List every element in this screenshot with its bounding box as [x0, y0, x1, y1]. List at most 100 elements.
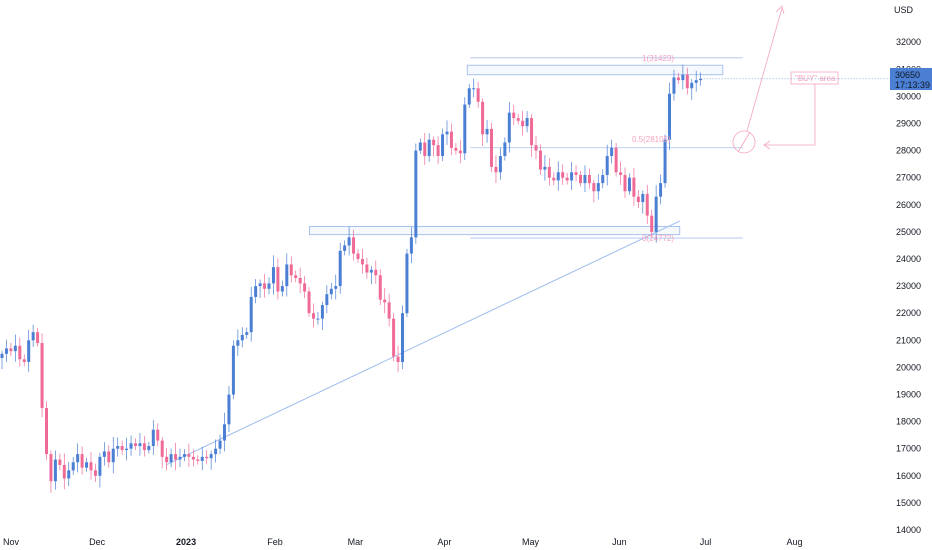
candle-body	[432, 139, 436, 146]
candle-body	[512, 112, 516, 119]
candle-body	[254, 286, 258, 297]
candle-body	[280, 286, 284, 292]
candle-body	[485, 128, 489, 135]
candle-body	[0, 353, 4, 358]
candle-body	[325, 294, 329, 306]
candle-body	[570, 172, 574, 181]
candle-body	[182, 454, 186, 457]
candle-body	[672, 77, 676, 94]
candle-body	[160, 440, 164, 457]
y-tick-label: 15000	[896, 498, 921, 508]
candlestick-series	[0, 64, 703, 493]
bar-countdown-timer: 17:13:39	[895, 80, 930, 90]
candle-body	[516, 118, 520, 121]
candle-body	[93, 470, 97, 476]
candle-body	[676, 77, 680, 81]
candle-body	[13, 345, 17, 352]
price-zone-box[interactable]	[308, 225, 681, 236]
last-price-badge-bg	[890, 68, 932, 90]
candle-body	[561, 172, 565, 178]
candle-body	[405, 253, 409, 314]
y-tick-label: 27000	[896, 173, 921, 183]
candle-body	[507, 112, 511, 143]
candle-body	[89, 462, 93, 471]
candle-body	[414, 150, 418, 238]
price-axis[interactable]: 14000 15000 16000 17000 18000 19000 20000 21000…	[896, 37, 921, 535]
candle-body	[307, 291, 311, 314]
candle-body	[71, 462, 75, 471]
candle-body	[120, 445, 124, 451]
candle-body	[699, 78, 703, 81]
candle-body	[62, 464, 66, 479]
candle-body	[685, 74, 689, 89]
currency-label[interactable]: USD	[894, 5, 914, 15]
annotations[interactable]: 1(31423) 0.5(28105) 0(24772) "BUY" area	[632, 5, 839, 243]
candle-body	[298, 277, 302, 284]
price-zone-box[interactable]	[466, 64, 724, 76]
candle-body	[574, 172, 578, 175]
candle-body	[579, 174, 582, 184]
projection-arrow[interactable]	[746, 7, 783, 132]
candle-body	[503, 142, 507, 157]
candle-body	[490, 128, 493, 167]
candle-body	[191, 456, 195, 460]
y-tick-label: 17000	[896, 444, 921, 454]
support-trendline[interactable]	[165, 220, 680, 466]
candle-body	[107, 451, 111, 463]
buy-target-circle[interactable]	[732, 130, 756, 154]
last-price-badge: 30650 17:13:39	[700, 68, 932, 90]
candle-body	[76, 454, 80, 463]
candle-body	[27, 340, 31, 362]
candle-body	[418, 142, 422, 151]
x-tick-label: Jun	[612, 537, 627, 547]
buy-area-box[interactable]	[790, 71, 839, 85]
candle-body	[445, 131, 449, 135]
candle-body	[165, 456, 169, 463]
candle-body	[663, 139, 667, 184]
candle-body	[125, 448, 129, 451]
candle-body	[209, 454, 213, 459]
candle-body	[587, 174, 591, 184]
y-tick-label: 29000	[896, 119, 921, 129]
candle-body	[147, 445, 151, 451]
candle-body	[85, 462, 89, 468]
candle-body	[401, 313, 404, 362]
candle-body	[352, 237, 356, 254]
time-axis[interactable]: Nov Dec 2023 Feb Mar Apr May Jun Jul Aug	[3, 537, 803, 547]
candle-body	[102, 451, 106, 457]
candle-body	[463, 104, 467, 154]
candle-body	[200, 456, 204, 461]
y-tick-label: 19000	[896, 390, 921, 400]
projection-tail	[737, 131, 751, 153]
trendline[interactable]	[165, 220, 680, 466]
candle-body	[641, 193, 645, 203]
candle-body	[654, 196, 658, 232]
candle-body	[205, 456, 209, 459]
candle-body	[601, 174, 605, 184]
candle-body	[534, 145, 538, 151]
buy-area-pointer[interactable]	[764, 84, 816, 146]
last-price-value: 30650	[895, 70, 920, 80]
candle-body	[449, 131, 453, 148]
candle-body	[476, 88, 480, 102]
candle-body	[347, 237, 351, 246]
candle-body	[249, 296, 253, 333]
candle-body	[276, 267, 280, 292]
candle-body	[312, 313, 315, 319]
candle-body	[632, 177, 636, 197]
y-tick-label: 32000	[896, 37, 921, 47]
y-tick-label: 21000	[896, 335, 921, 345]
candle-body	[583, 174, 587, 184]
price-zones[interactable]	[308, 57, 743, 239]
candle-body	[31, 332, 35, 341]
candle-body	[627, 177, 631, 192]
candle-body	[659, 183, 663, 197]
candle-body	[423, 142, 427, 157]
candle-body	[623, 174, 627, 192]
candle-body	[369, 269, 373, 273]
candle-body	[58, 459, 62, 465]
candle-body	[53, 459, 57, 482]
candle-body	[138, 443, 142, 446]
candle-body	[365, 264, 369, 273]
